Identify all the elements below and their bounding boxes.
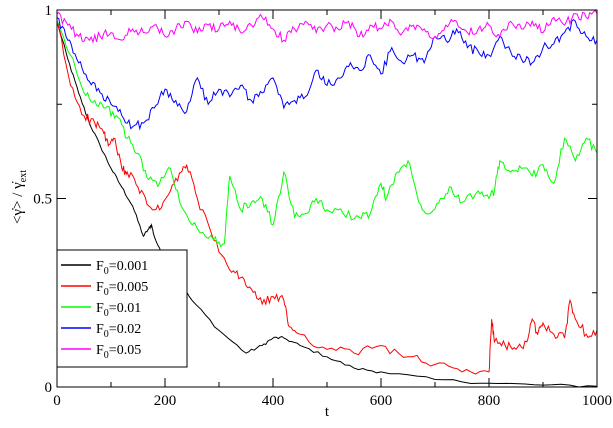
- series-line-2: [56, 21, 598, 375]
- y-axis-title-sub: ext: [18, 170, 29, 182]
- legend-label-3: F0=0.01: [96, 301, 141, 319]
- y-tick-label: 0.5: [33, 192, 52, 208]
- series-line-5: [56, 9, 598, 44]
- legend-label-2: F0=0.005: [96, 280, 148, 298]
- series-line-3: [56, 21, 598, 248]
- x-tick-label: 800: [478, 393, 501, 409]
- x-tick-label: 200: [154, 393, 177, 409]
- x-tick-label: 0: [53, 393, 61, 409]
- y-axis-title-main: <γ̇> / γ̇: [10, 181, 26, 224]
- plot-lines: [56, 9, 598, 388]
- y-tick-label: 0: [45, 380, 53, 396]
- x-tick-label: 1000: [582, 393, 612, 409]
- legend-label-1: F0=0.001: [96, 259, 148, 277]
- x-tick-label: 400: [262, 393, 285, 409]
- y-tick-label: 1: [45, 3, 53, 19]
- legend: F0=0.001 F0=0.005 F0=0.01 F0=0.02 F0=0.05: [56, 249, 188, 368]
- legend-label-5: F0=0.05: [96, 343, 141, 361]
- axis-ticks: 0 200 400 600 800 1000 0 0.5 1: [33, 3, 612, 409]
- y-axis-title: <γ̇> / γ̇ext: [10, 170, 29, 224]
- legend-label-4: F0=0.02: [96, 322, 141, 340]
- legend-items: F0=0.001 F0=0.005 F0=0.01 F0=0.02 F0=0.05: [61, 259, 148, 361]
- x-axis-title: t: [325, 404, 330, 420]
- x-tick-label: 600: [370, 393, 393, 409]
- legend-box: [56, 249, 188, 368]
- series-line-4: [56, 17, 598, 131]
